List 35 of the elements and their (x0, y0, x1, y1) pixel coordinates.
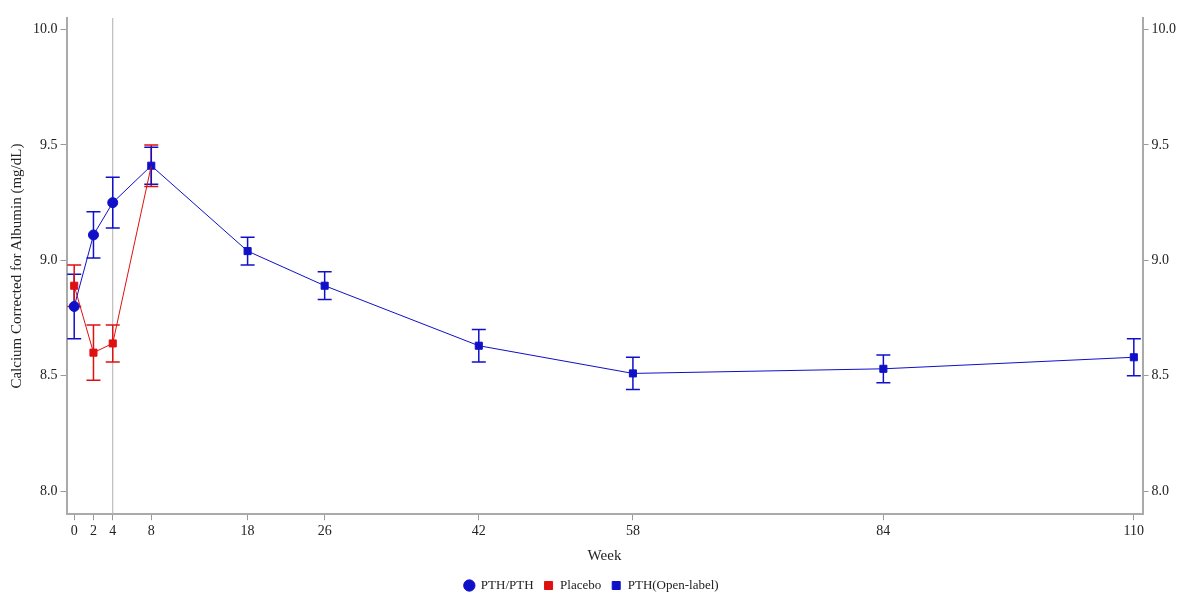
x-tick-label: 8 (147, 523, 155, 539)
x-tick-label: 26 (317, 523, 332, 539)
x-tick-label: 18 (240, 523, 255, 539)
x-tick-label: 84 (876, 523, 891, 539)
y2-tick-label: 10.0 (1151, 21, 1176, 37)
x-axis-title: Week (587, 546, 622, 563)
x-tick-label: 110 (1123, 523, 1145, 539)
y-tick-label: 9.0 (40, 252, 58, 267)
legend-label: Placebo (560, 576, 602, 592)
y-tick-label: 9.5 (40, 136, 58, 152)
point (474, 341, 483, 350)
y2-tick-label: 8.0 (1151, 482, 1169, 498)
y2-tick-label: 8.5 (1151, 367, 1169, 383)
y-tick-label: 8.5 (40, 367, 58, 383)
x-tick-label: 58 (625, 523, 640, 539)
x-tick-label: 4 (109, 523, 117, 539)
point (628, 369, 637, 378)
point (107, 197, 119, 209)
x-tick-label: 0 (70, 523, 78, 539)
y-axis-title: Calcium Corrected for Albumin (mg/dL) (7, 143, 25, 389)
point (108, 339, 117, 348)
y2-tick-label: 9.5 (1151, 136, 1169, 152)
y2-tick-label: 9.0 (1151, 252, 1169, 267)
point (320, 281, 329, 290)
legend-label: PTH(Open-label) (627, 576, 719, 592)
point (89, 348, 98, 357)
y-tick-label: 10.0 (33, 21, 58, 37)
point (1129, 353, 1138, 362)
point (879, 364, 888, 373)
legend-label: PTH/PTH (480, 576, 534, 592)
x-tick-label: 42 (471, 523, 486, 539)
point (243, 247, 252, 256)
point (87, 229, 99, 241)
x-tick-label: 2 (89, 523, 97, 539)
y-tick-label: 8.0 (40, 482, 58, 498)
